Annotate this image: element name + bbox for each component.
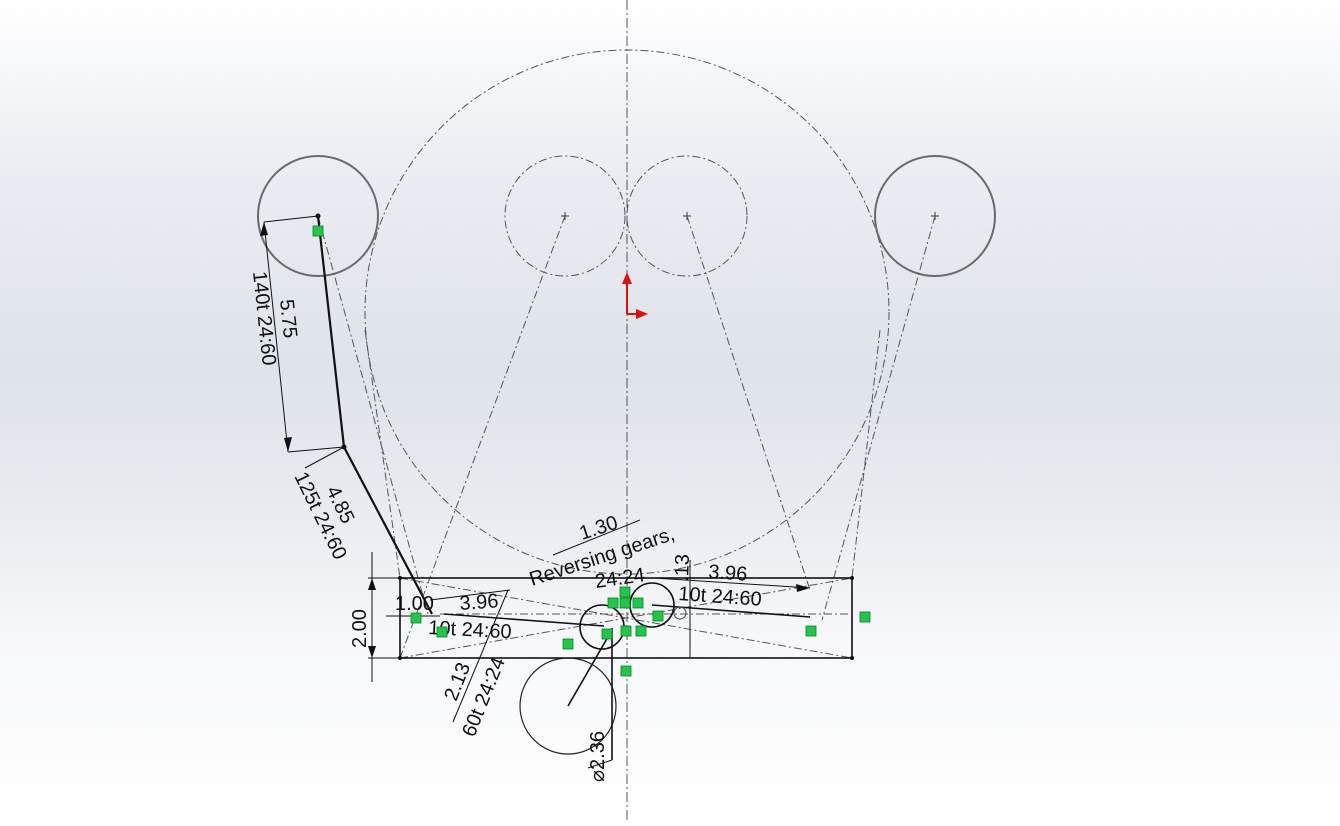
- right-construction-circle[interactable]: [626, 155, 748, 277]
- origin-icon[interactable]: [622, 272, 648, 319]
- frame-rectangle[interactable]: [399, 577, 853, 659]
- lower-link[interactable]: [567, 629, 613, 707]
- reversing-gear-a[interactable]: [579, 604, 625, 650]
- dim-lower-diameter[interactable]: ⌀2.36: [587, 731, 609, 782]
- dim-left-center-dist[interactable]: 3.96: [459, 590, 499, 615]
- dim-right-small[interactable]: .13: [671, 554, 694, 583]
- small-gear-c[interactable]: [673, 606, 687, 620]
- dim-spacing[interactable]: 1.30: [577, 512, 621, 545]
- dim-left-offset[interactable]: 1.00: [395, 593, 434, 615]
- dim-link1-gear[interactable]: 140t 24:60: [248, 270, 280, 366]
- large-construction-circle[interactable]: [364, 49, 890, 575]
- left-construction-circle[interactable]: [504, 155, 626, 277]
- dim-box-height[interactable]: 2.00: [349, 609, 371, 648]
- dim-link1-length[interactable]: 5.75: [275, 298, 301, 339]
- lower-gear-circle[interactable]: [519, 657, 617, 755]
- center-marks: [561, 212, 939, 220]
- left-gear-circle[interactable]: [257, 155, 379, 277]
- construction-lines[interactable]: [317, 215, 936, 659]
- dimension-lines[interactable]: [263, 215, 811, 769]
- left-link[interactable]: [443, 613, 605, 627]
- relation-icon[interactable]: [312, 225, 871, 677]
- dimension-arrows: [260, 222, 810, 658]
- dim-right-center-dist[interactable]: 3.96: [708, 561, 748, 586]
- right-gear-circle[interactable]: [874, 155, 996, 277]
